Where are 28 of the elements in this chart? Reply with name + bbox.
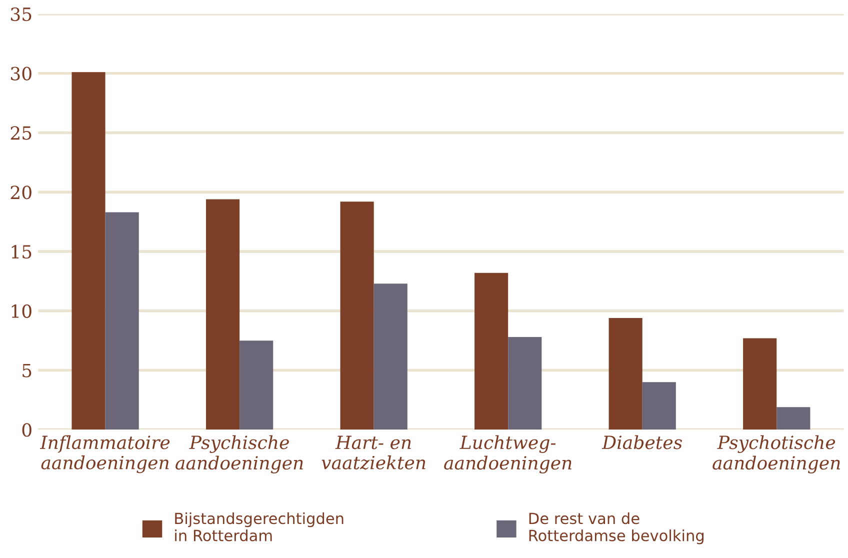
bar (374, 284, 408, 430)
bar (743, 338, 777, 430)
legend-label: De rest van de Rotterdamse bevolking (529, 512, 704, 544)
bar (608, 318, 642, 430)
x-tick-label: Hart- en vaatziekten (322, 436, 426, 470)
bar (474, 272, 508, 430)
y-tick-label: 30 (11, 66, 32, 80)
y-tick-label: 5 (22, 364, 32, 378)
bar (105, 212, 139, 430)
y-tick-label: 20 (10, 186, 32, 200)
bar (206, 199, 240, 430)
x-tick-label: Diabetes (602, 435, 682, 450)
x-tick-label: Psychotische aandoeningen (712, 435, 840, 474)
bar (340, 202, 374, 430)
bar (508, 337, 542, 430)
y-tick-label: 35 (11, 7, 32, 22)
x-tick-label: Inflammatoire aandoeningen (40, 435, 170, 474)
bar (240, 340, 274, 430)
x-tick-label: Luchtweg- aandoeningen (444, 435, 572, 474)
y-tick-label: 15 (12, 244, 32, 259)
bar (72, 72, 106, 430)
bar (642, 382, 676, 430)
y-tick-label: 25 (10, 126, 32, 140)
bar (776, 407, 810, 430)
legend-label: Bijstandsgerechtigden in Rotterdam (175, 512, 344, 542)
y-tick-label: 0 (22, 423, 32, 437)
x-tick-label: Psychische aandoeningen (176, 435, 303, 474)
y-tick-label: 10 (12, 304, 32, 318)
